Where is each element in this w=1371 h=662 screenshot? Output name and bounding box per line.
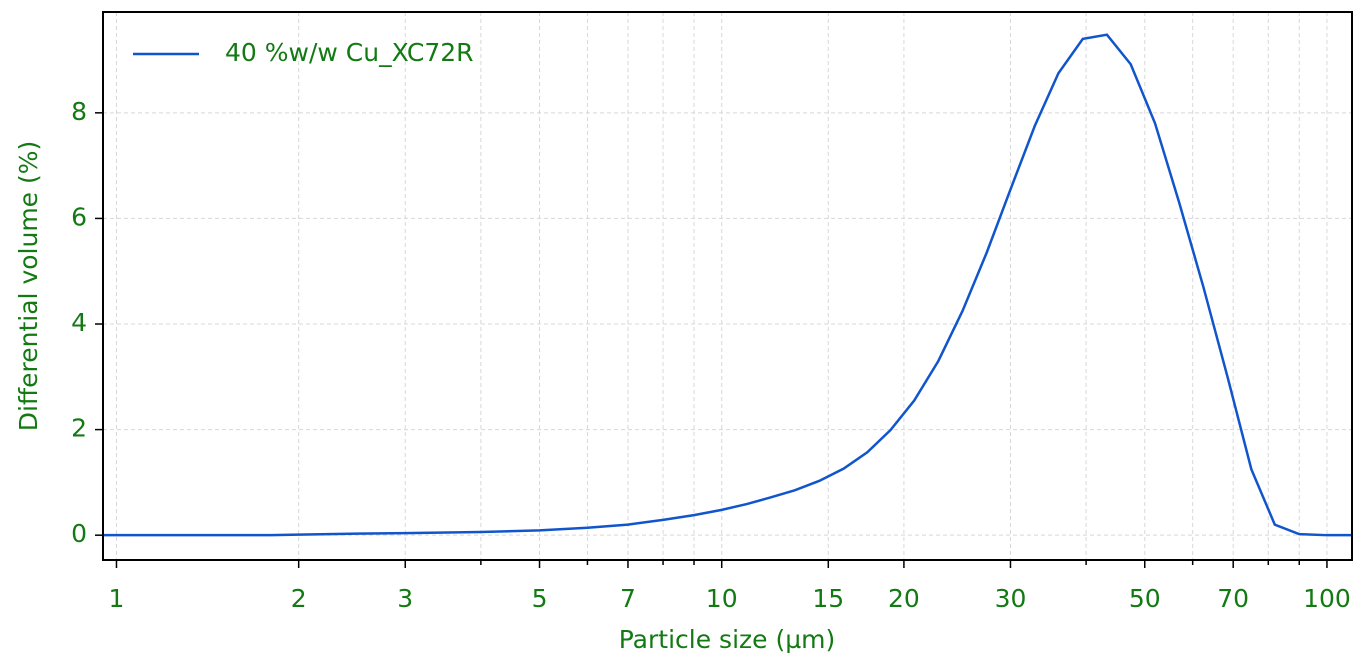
y-tick-label: 6	[71, 202, 87, 231]
plot-frame	[102, 11, 1353, 561]
y-tick-label: 2	[71, 414, 87, 443]
x-tick-label: 70	[1217, 584, 1249, 613]
y-tick-label: 8	[71, 97, 87, 126]
x-tick-label: 50	[1129, 584, 1161, 613]
data-line	[103, 33, 1352, 537]
x-tick-label: 10	[706, 584, 738, 613]
x-axis-label: Particle size (µm)	[619, 625, 836, 654]
x-tick-label: 100	[1303, 584, 1351, 613]
x-tick-label: 2	[291, 584, 307, 613]
x-tick-label: 3	[397, 584, 413, 613]
x-tick-label: 5	[532, 584, 548, 613]
x-tick-label: 1	[109, 584, 125, 613]
x-tick-label: 15	[812, 584, 844, 613]
x-tick-label: 20	[888, 584, 920, 613]
y-tick-label: 0	[71, 519, 87, 548]
y-tick-label: 4	[71, 308, 87, 337]
y-axis-label: Differential volume (%)	[14, 141, 43, 432]
x-tick-label: 30	[995, 584, 1027, 613]
legend-label: 40 %w/w Cu_XC72R	[225, 38, 474, 67]
x-tick-label: 7	[620, 584, 636, 613]
